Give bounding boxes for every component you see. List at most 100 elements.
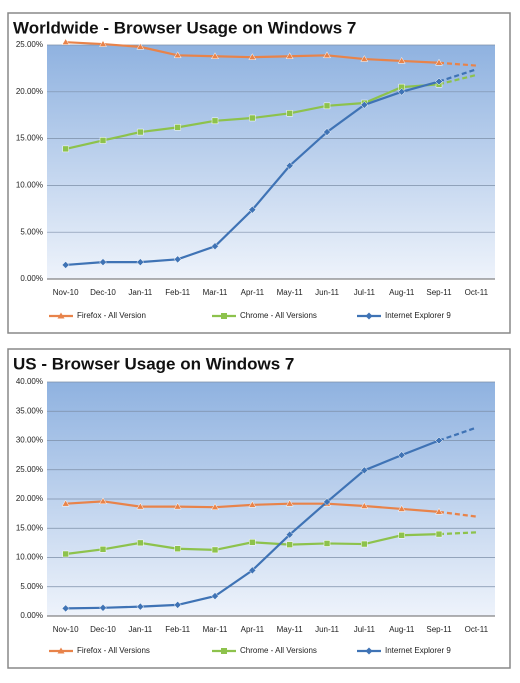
projection-line — [438, 73, 477, 86]
legend-marker — [57, 647, 65, 654]
x-tick-label: Feb-11 — [165, 625, 190, 634]
x-tick-label: Feb-11 — [165, 288, 190, 297]
marker — [398, 532, 405, 539]
legend-marker — [221, 648, 227, 654]
marker — [62, 550, 69, 558]
legend-marker — [221, 313, 227, 319]
marker — [286, 110, 293, 117]
chart-title: US - Browser Usage on Windows 7 — [13, 354, 294, 373]
marker — [285, 52, 294, 59]
marker — [397, 451, 406, 459]
legend-marker — [365, 647, 373, 655]
x-tick-label: Jun-11 — [315, 288, 339, 297]
marker — [99, 603, 107, 612]
marker — [286, 541, 293, 548]
x-tick-label: Nov-10 — [53, 288, 79, 297]
marker — [137, 539, 144, 547]
x-tick-label: Nov-10 — [53, 625, 79, 634]
marker — [211, 242, 219, 251]
marker — [361, 540, 368, 548]
y-tick-label: 35.00% — [16, 406, 43, 415]
marker — [285, 499, 294, 507]
marker — [99, 497, 107, 505]
marker — [211, 117, 219, 125]
marker — [360, 101, 369, 109]
marker — [136, 42, 145, 50]
marker — [137, 128, 144, 136]
legend-marker — [365, 312, 373, 320]
marker — [397, 504, 406, 512]
x-tick-label: Oct-11 — [465, 625, 489, 634]
y-tick-label: 15.00% — [16, 523, 43, 532]
marker — [435, 58, 443, 66]
legend-label: Firefox - All Version — [77, 311, 146, 320]
x-tick-label: Jan-11 — [128, 288, 152, 297]
x-tick-label: Mar-11 — [203, 288, 228, 297]
marker — [136, 258, 145, 267]
marker — [211, 592, 219, 600]
y-tick-label: 40.00% — [16, 377, 43, 386]
chart-title: Worldwide - Browser Usage on Windows 7 — [13, 18, 356, 37]
x-tick-label: May-11 — [277, 625, 304, 634]
x-tick-label: Sep-11 — [426, 625, 452, 634]
marker — [248, 53, 257, 60]
marker — [435, 507, 443, 515]
marker — [173, 51, 182, 59]
projection-line — [438, 426, 477, 442]
y-tick-label: 25.00% — [16, 465, 43, 474]
y-tick-label: 0.00% — [20, 611, 43, 620]
y-tick-label: 5.00% — [20, 582, 43, 591]
marker — [99, 40, 107, 47]
marker — [435, 530, 443, 538]
marker — [136, 602, 145, 611]
projection-line — [438, 510, 477, 518]
marker — [323, 498, 331, 506]
marker — [61, 604, 70, 613]
marker — [248, 566, 257, 575]
x-tick-label: May-11 — [277, 288, 304, 297]
y-tick-label: 25.00% — [16, 40, 43, 49]
x-tick-label: Apr-11 — [241, 625, 265, 634]
marker — [99, 137, 107, 144]
projection-line — [438, 531, 477, 536]
y-tick-label: 5.00% — [20, 227, 43, 236]
marker — [99, 546, 107, 553]
marker — [397, 56, 406, 64]
marker — [173, 255, 182, 264]
marker — [323, 128, 331, 136]
legend-marker — [57, 312, 65, 319]
y-tick-label: 30.00% — [16, 436, 43, 445]
marker — [323, 540, 331, 547]
marker — [211, 52, 219, 59]
marker — [136, 502, 145, 510]
x-tick-label: Jul-11 — [354, 625, 376, 634]
marker — [174, 124, 181, 131]
x-tick-label: Sep-11 — [426, 288, 452, 297]
marker — [62, 145, 69, 153]
marker — [360, 466, 369, 475]
projection-line — [438, 61, 477, 67]
marker — [285, 161, 294, 170]
x-tick-label: Mar-11 — [203, 625, 228, 634]
x-tick-label: Jun-11 — [315, 625, 339, 634]
y-tick-label: 0.00% — [20, 274, 43, 283]
legend-label: Chrome - All Versions — [240, 646, 317, 655]
marker — [397, 87, 406, 96]
marker — [61, 261, 70, 269]
legend-label: Firefox - All Versions — [77, 646, 150, 655]
marker — [211, 546, 219, 554]
marker — [173, 601, 182, 609]
marker — [360, 55, 369, 62]
marker — [173, 502, 182, 510]
marker — [323, 102, 331, 110]
y-tick-label: 10.00% — [16, 553, 43, 562]
marker — [435, 436, 443, 445]
x-tick-label: Oct-11 — [465, 288, 489, 297]
legend-label: Chrome - All Versions — [240, 311, 317, 320]
x-tick-label: Jul-11 — [354, 288, 376, 297]
x-tick-label: Aug-11 — [389, 288, 415, 297]
x-tick-label: Apr-11 — [241, 288, 265, 297]
marker — [360, 502, 369, 509]
x-tick-label: Dec-10 — [90, 288, 116, 297]
